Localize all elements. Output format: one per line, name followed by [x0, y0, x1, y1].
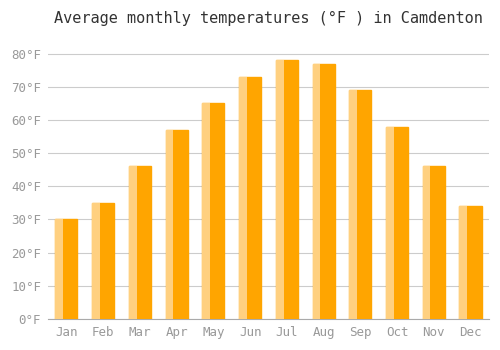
Bar	[166, 130, 173, 319]
Bar	[202, 103, 224, 319]
Bar	[460, 206, 481, 319]
Bar	[312, 64, 320, 319]
Bar	[129, 166, 136, 319]
Bar	[239, 77, 261, 319]
Bar	[239, 77, 247, 319]
Bar	[423, 166, 430, 319]
Bar	[423, 166, 445, 319]
Bar	[56, 219, 78, 319]
Bar	[56, 219, 63, 319]
Bar	[276, 60, 283, 319]
Bar	[276, 60, 298, 319]
Bar	[386, 127, 408, 319]
Bar	[386, 127, 394, 319]
Bar	[350, 90, 372, 319]
Bar	[166, 130, 188, 319]
Bar	[92, 203, 114, 319]
Bar	[312, 64, 334, 319]
Title: Average monthly temperatures (°F ) in Camdenton: Average monthly temperatures (°F ) in Ca…	[54, 11, 483, 26]
Bar	[350, 90, 357, 319]
Bar	[460, 206, 467, 319]
Bar	[202, 103, 210, 319]
Bar	[92, 203, 100, 319]
Bar	[129, 166, 151, 319]
